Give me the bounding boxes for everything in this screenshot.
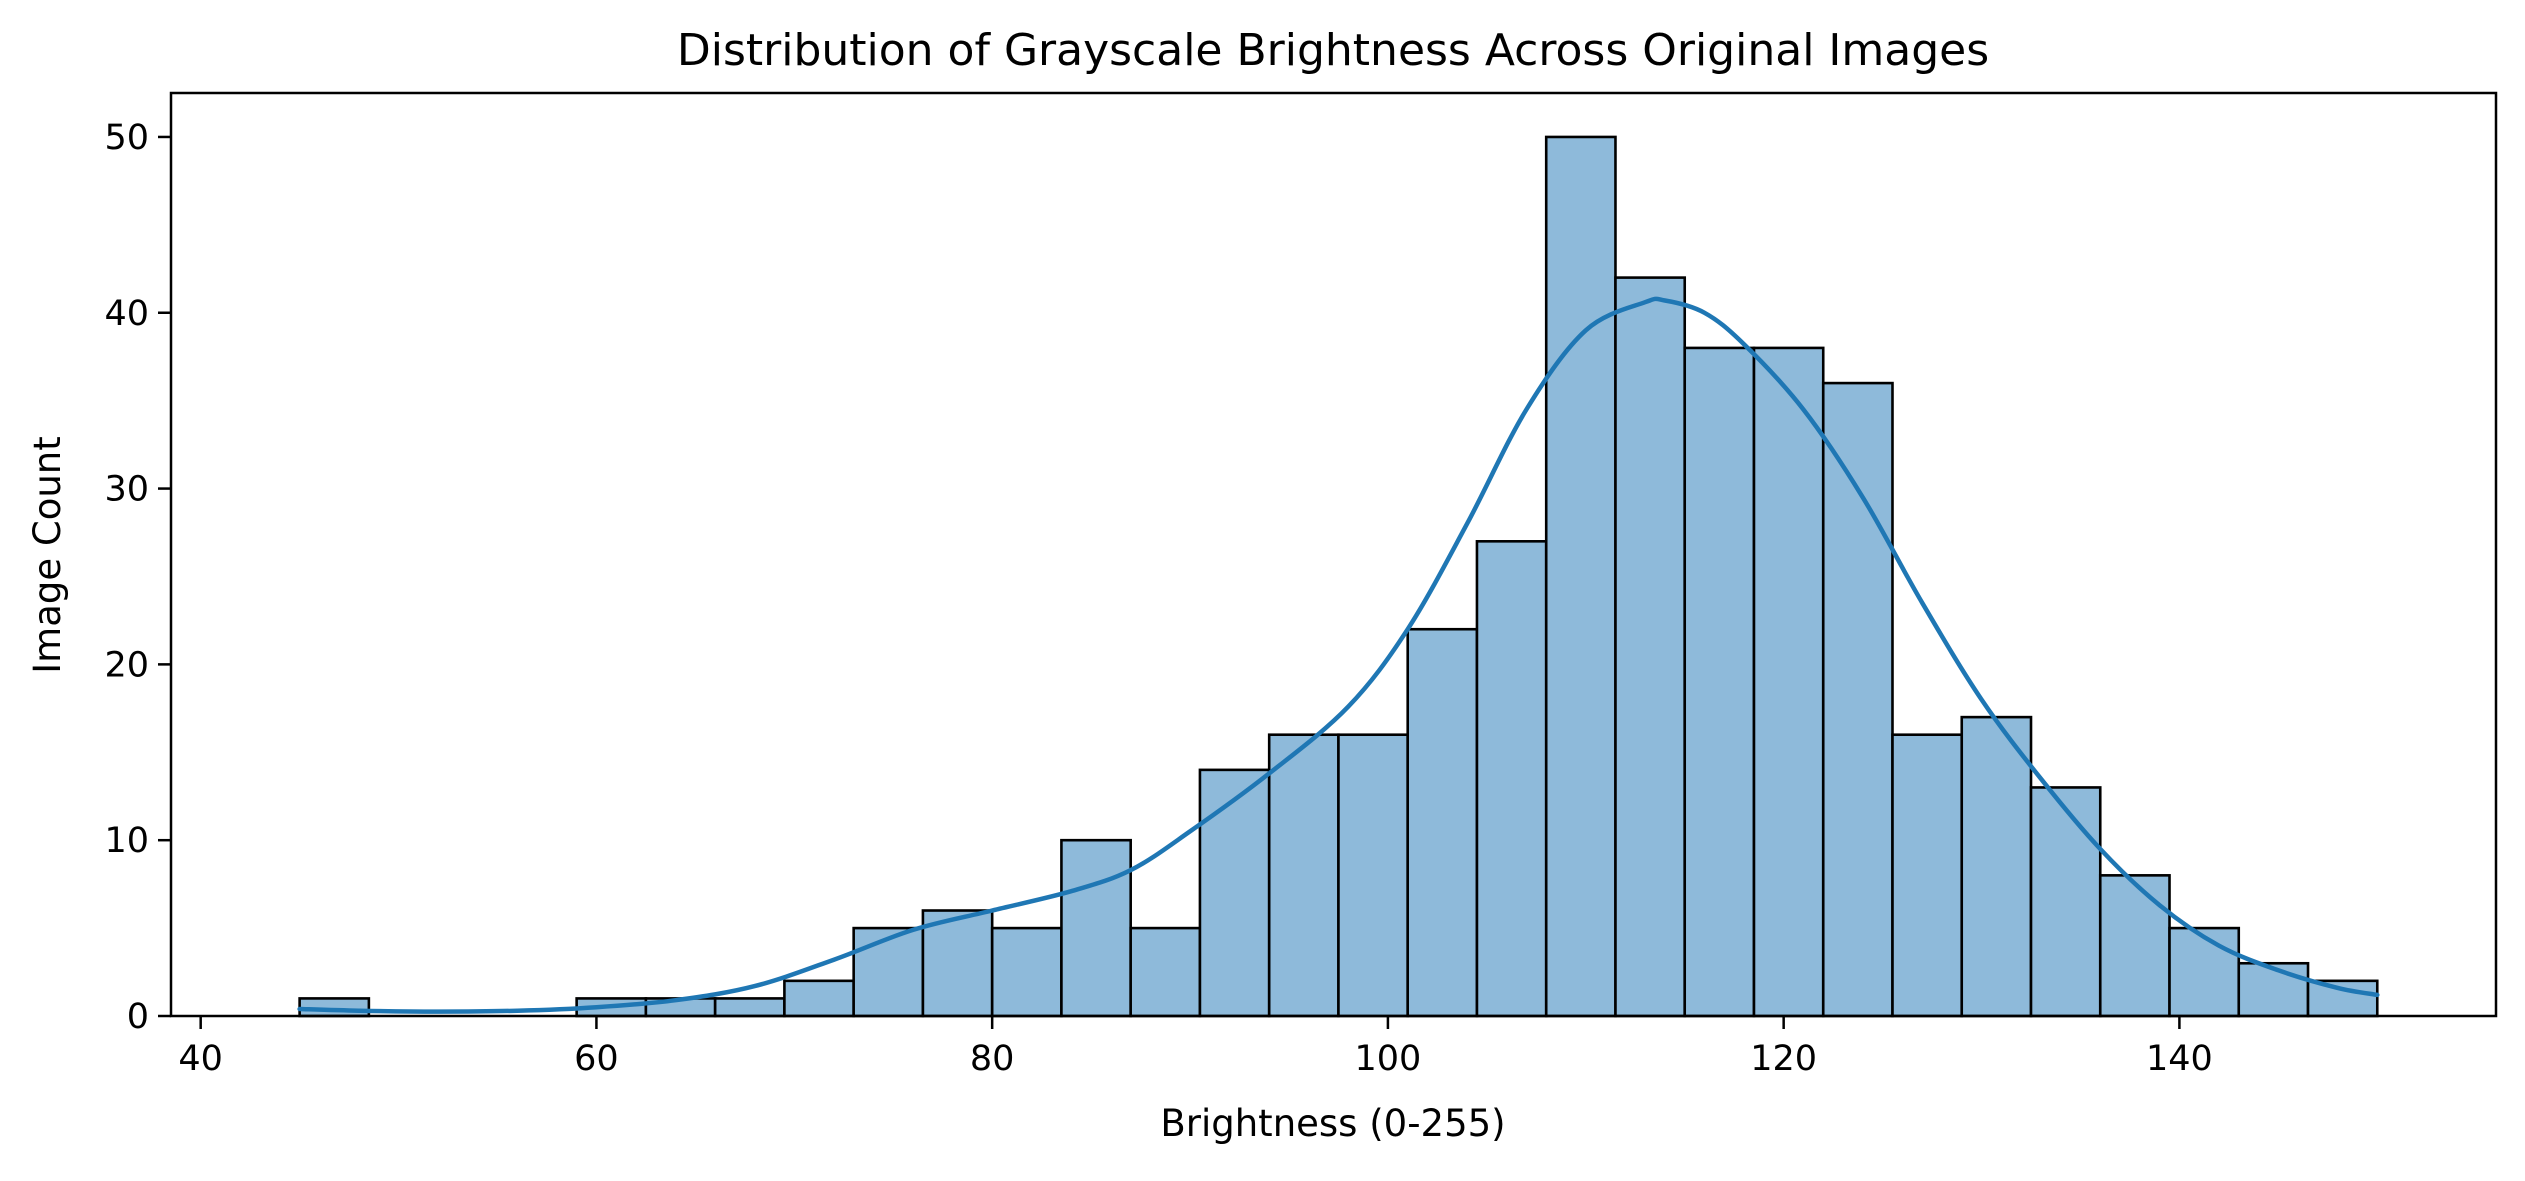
histogram-bar [1960, 715, 2033, 1018]
histogram-bar [1337, 733, 1410, 1018]
histogram-bar [2029, 786, 2102, 1018]
histogram-bar [1821, 381, 1894, 1018]
histogram-bar [783, 979, 855, 1018]
histogram-bar [1752, 346, 1825, 1018]
histogram-bar [990, 926, 1063, 1018]
histogram-bar [1267, 733, 1340, 1018]
x-tick-label: 140 [2146, 1039, 2213, 1079]
histogram-bar [1406, 627, 1479, 1018]
x-tick-label: 60 [574, 1039, 619, 1079]
histogram-bar [852, 926, 925, 1018]
y-tick-label: 20 [104, 645, 149, 685]
x-tick-label: 100 [1355, 1039, 1422, 1079]
histogram-bar [2098, 874, 2171, 1018]
y-tick-label: 10 [104, 821, 149, 861]
y-tick-label: 30 [104, 470, 149, 510]
x-axis-label: Brightness (0-255) [1160, 1102, 1505, 1145]
histogram-bar [1060, 838, 1132, 1018]
y-tick-label: 0 [127, 997, 149, 1037]
x-axis-ticks: 40 60 80 100 120 140 [178, 1016, 2213, 1079]
histogram-bar [1198, 768, 1271, 1018]
x-tick-label: 120 [1750, 1039, 1817, 1079]
plot-frame [169, 91, 2498, 1018]
bars-layer [298, 135, 2379, 1018]
y-tick-label: 40 [104, 294, 149, 334]
chart-title: Distribution of Grayscale Brightness Acr… [677, 25, 1989, 76]
histogram-bar [1129, 926, 1202, 1018]
kde-curve-line [297, 296, 2380, 1014]
histogram-bar [1891, 733, 1964, 1018]
histogram-bar [2168, 926, 2241, 1018]
histogram-bar [1614, 276, 1687, 1018]
x-tick-label: 80 [970, 1039, 1015, 1079]
histogram-bar [1544, 135, 1617, 1018]
histogram-bar [713, 997, 786, 1018]
histogram-bar [921, 909, 994, 1018]
histogram-bar [1475, 540, 1548, 1018]
y-axis-label: Image Count [26, 436, 69, 674]
histogram-bar [1683, 346, 1756, 1018]
y-axis-ticks: 0 10 20 30 40 50 [104, 118, 171, 1037]
y-tick-label: 50 [104, 118, 149, 158]
x-tick-label: 40 [178, 1039, 223, 1079]
histogram-bar [2306, 979, 2379, 1018]
histogram-bar [2237, 961, 2310, 1018]
